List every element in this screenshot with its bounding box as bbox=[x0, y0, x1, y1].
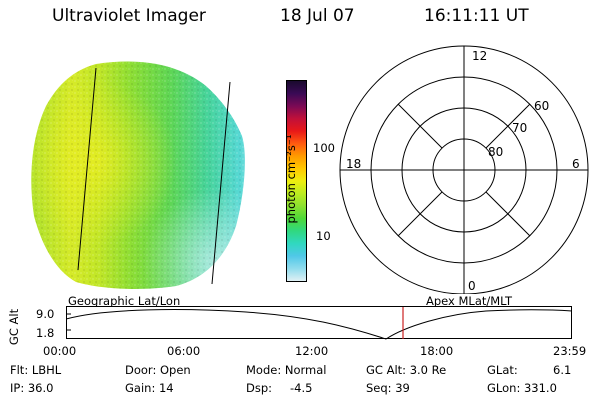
mlt-label-6: 6 bbox=[572, 157, 580, 171]
time-tick-0600: 06:00 bbox=[167, 344, 201, 358]
seq-info: Seq: 39 bbox=[366, 381, 410, 395]
glat-label: GLat: bbox=[487, 363, 518, 377]
altitude-curve bbox=[66, 309, 573, 340]
time-tick-1800: 18:00 bbox=[420, 344, 454, 358]
longitude-line bbox=[77, 67, 97, 271]
filter-info: Flt: LBHL bbox=[10, 363, 62, 377]
altitude-timeline[interactable] bbox=[66, 306, 574, 340]
image-date: 18 Jul 07 bbox=[280, 6, 355, 26]
mlat-label-70: 70 bbox=[512, 121, 527, 135]
colorbar-tick-10: 10 bbox=[316, 229, 331, 243]
color-bar bbox=[286, 80, 307, 282]
glat-value: 6.1 bbox=[553, 363, 572, 377]
glon-info: GLon: 331.0 bbox=[487, 381, 557, 395]
uv-image[interactable] bbox=[26, 56, 258, 292]
dsp-value: -4.5 bbox=[290, 381, 313, 395]
mlat-label-60: 60 bbox=[534, 99, 549, 113]
gc-alt-tick-9: 9.0 bbox=[36, 307, 55, 321]
geographic-lat-lon-label: Geographic Lat/Lon bbox=[68, 294, 181, 308]
time-tick-0000: 00:00 bbox=[43, 344, 77, 358]
ip-info: IP: 36.0 bbox=[10, 381, 54, 395]
gc-alt-tick-1: 1.8 bbox=[36, 326, 55, 340]
time-tick-2359: 23:59 bbox=[553, 344, 587, 358]
apex-mlat-mlt-label: Apex MLat/MLT bbox=[426, 294, 513, 308]
colorbar-tick-100: 100 bbox=[313, 141, 335, 155]
mlt-label-0: 0 bbox=[468, 279, 476, 293]
app-title: Ultraviolet Imager bbox=[52, 6, 206, 26]
gc-alt-info: GC Alt: 3.0 Re bbox=[366, 363, 447, 377]
image-time: 16:11:11 UT bbox=[424, 6, 529, 26]
longitude-line bbox=[211, 81, 231, 285]
gc-alt-axis-label: GC Alt bbox=[7, 308, 21, 346]
mlt-label-12: 12 bbox=[472, 49, 487, 63]
door-info: Door: Open bbox=[125, 363, 191, 377]
time-tick-1200: 12:00 bbox=[295, 344, 329, 358]
mlt-label-18: 18 bbox=[346, 157, 361, 171]
mlat-label-80: 80 bbox=[488, 145, 503, 159]
polar-grid: 12 18 6 0 60 70 80 bbox=[339, 45, 589, 294]
colorbar-unit-label: photon cm⁻²s⁻¹ bbox=[284, 134, 298, 224]
dsp-label: Dsp: bbox=[246, 381, 273, 395]
gain-info: Gain: 14 bbox=[125, 381, 174, 395]
mode-info: Mode: Normal bbox=[246, 363, 327, 377]
